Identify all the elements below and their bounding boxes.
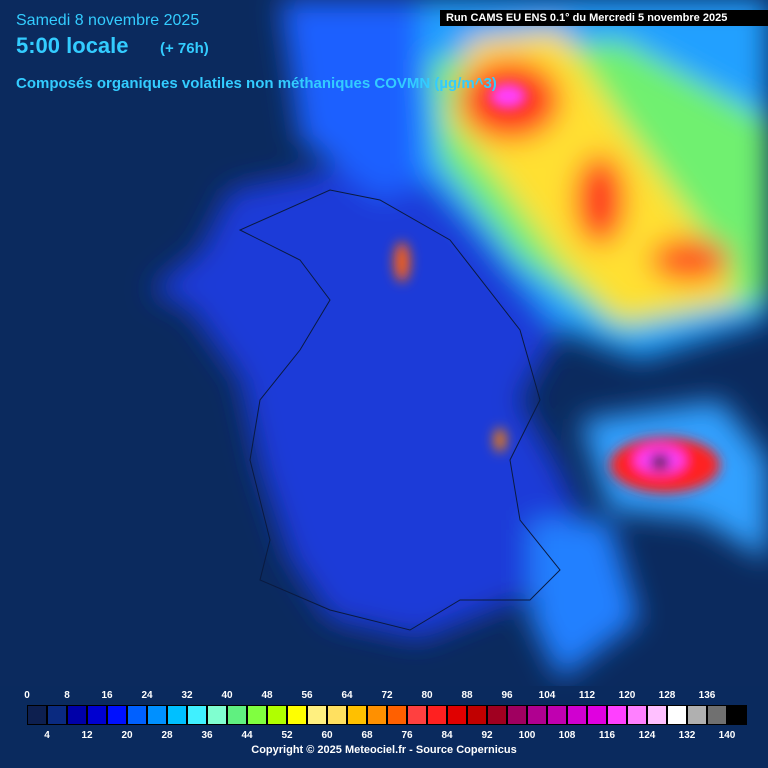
legend-swatch (307, 705, 327, 725)
legend-swatch (447, 705, 467, 725)
legend-swatch (707, 705, 727, 725)
legend-swatch (507, 705, 527, 725)
legend-label: 136 (698, 690, 716, 701)
legend-label: 112 (578, 690, 596, 701)
legend-label: 16 (101, 690, 113, 701)
run-info: Run CAMS EU ENS 0.1° du Mercredi 5 novem… (440, 10, 768, 26)
legend-swatch (547, 705, 567, 725)
legend-swatch (727, 705, 747, 725)
legend-label: 76 (401, 730, 413, 741)
legend-label: 124 (638, 730, 656, 741)
legend-swatch (607, 705, 627, 725)
legend-label: 64 (341, 690, 353, 701)
lead-time: (+ 76h) (160, 40, 209, 57)
legend-swatch (367, 705, 387, 725)
legend-label: 128 (658, 690, 676, 701)
legend-swatch (347, 705, 367, 725)
legend-swatch (667, 705, 687, 725)
legend-label: 140 (718, 730, 736, 741)
forecast-time: 5:00 locale (16, 33, 129, 58)
legend-label: 0 (24, 690, 30, 701)
legend-label: 20 (121, 730, 133, 741)
legend-label: 116 (598, 730, 616, 741)
legend-label: 4 (44, 730, 50, 741)
legend-swatch (247, 705, 267, 725)
legend-swatch (287, 705, 307, 725)
legend-swatch (27, 705, 47, 725)
legend-swatch (227, 705, 247, 725)
legend-swatch (267, 705, 287, 725)
legend-label: 72 (381, 690, 393, 701)
legend-label: 28 (161, 730, 173, 741)
legend-swatch (467, 705, 487, 725)
legend-label: 56 (301, 690, 313, 701)
legend-swatch (127, 705, 147, 725)
legend-swatch (207, 705, 227, 725)
legend-label: 40 (221, 690, 233, 701)
legend-label: 132 (678, 730, 696, 741)
legend-label: 84 (441, 730, 453, 741)
legend-swatch (407, 705, 427, 725)
legend-label: 60 (321, 730, 333, 741)
legend-label: 52 (281, 730, 293, 741)
copyright: Copyright © 2025 Meteociel.fr - Source C… (251, 744, 517, 756)
legend-swatch (327, 705, 347, 725)
legend-swatch (387, 705, 407, 725)
legend-swatch (87, 705, 107, 725)
parameter-title: Composés organiques volatiles non méthan… (16, 75, 497, 92)
legend-label: 104 (538, 690, 556, 701)
legend-label: 80 (421, 690, 433, 701)
legend-swatch (567, 705, 587, 725)
legend-label: 32 (181, 690, 193, 701)
legend-swatch (687, 705, 707, 725)
legend-label: 92 (481, 730, 493, 741)
legend-label: 36 (201, 730, 213, 741)
legend-label: 96 (501, 690, 513, 701)
legend-label: 48 (261, 690, 273, 701)
legend-swatch (527, 705, 547, 725)
legend-swatch (587, 705, 607, 725)
legend-label: 12 (81, 730, 93, 741)
legend-swatch (187, 705, 207, 725)
legend-label: 120 (618, 690, 636, 701)
legend-swatch (487, 705, 507, 725)
legend-swatch (427, 705, 447, 725)
legend-swatch (647, 705, 667, 725)
legend-background (0, 686, 768, 768)
legend-swatch (107, 705, 127, 725)
legend-label: 100 (518, 730, 536, 741)
legend-swatch (67, 705, 87, 725)
legend-label: 44 (241, 730, 253, 741)
legend-swatch (167, 705, 187, 725)
legend-label: 108 (558, 730, 576, 741)
legend-label: 88 (461, 690, 473, 701)
legend-label: 24 (141, 690, 153, 701)
legend-swatch (147, 705, 167, 725)
legend-label: 8 (64, 690, 70, 701)
legend-swatch (47, 705, 67, 725)
legend-label: 68 (361, 730, 373, 741)
forecast-date: Samedi 8 novembre 2025 (16, 12, 200, 29)
legend-swatch (627, 705, 647, 725)
